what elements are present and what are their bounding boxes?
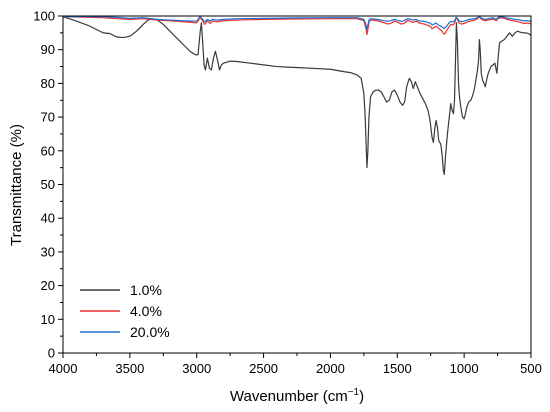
x-axis-title-superscript: −1 [348,387,360,398]
y-tick-label: 100 [33,9,55,24]
x-tick-label: 1000 [450,361,479,376]
y-axis: 0 10 20 30 40 50 60 70 80 90 100 [33,9,63,361]
x-axis-title: Wavenumber (cm−1) [230,387,364,405]
x-axis: 4000 3500 3000 2500 2000 1500 1000 500 [49,353,542,376]
y-axis-title: Transmittance (%) [8,124,25,246]
x-tick-label: 500 [520,361,542,376]
x-tick-label: 3000 [182,361,211,376]
y-tick-label: 30 [41,244,55,259]
x-axis-title-suffix: ) [359,388,364,405]
x-tick-label: 2000 [316,361,345,376]
y-tick-label: 20 [41,278,55,293]
x-axis-title-main: Wavenumber (cm [230,388,348,405]
y-tick-label: 80 [41,76,55,91]
x-tick-label: 1500 [383,361,412,376]
y-tick-label: 40 [41,211,55,226]
legend-label-3: 20.0% [130,324,170,340]
y-tick-label: 10 [41,312,55,327]
legend-label-1: 1.0% [130,282,162,298]
series-line-1 [63,16,531,175]
y-tick-label: 50 [41,177,55,192]
y-tick-label: 60 [41,143,55,158]
x-tick-label: 3500 [115,361,144,376]
y-tick-label: 70 [41,110,55,125]
legend-label-2: 4.0% [130,303,162,319]
y-tick-label: 0 [48,346,55,361]
legend: 1.0% 4.0% 20.0% [80,282,170,340]
series-line-3 [63,16,531,31]
series-line-2 [63,16,531,36]
y-tick-label: 90 [41,42,55,57]
x-tick-label: 4000 [49,361,78,376]
x-tick-label: 2500 [249,361,278,376]
